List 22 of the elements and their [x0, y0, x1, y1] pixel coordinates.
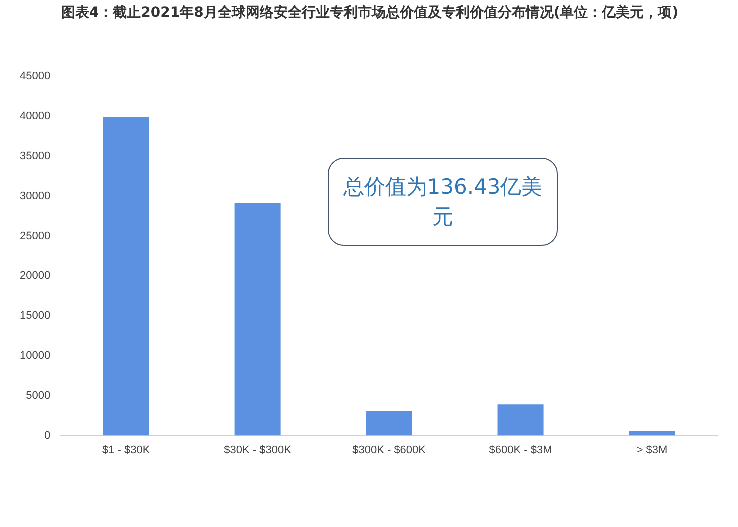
chart-title: 图表4：截止2021年8月全球网络安全行业专利市场总价值及专利价值分布情况(单位：亿美元，项): [60, 4, 680, 23]
y-tick-label: 15000: [20, 310, 51, 322]
x-tick-label: $300K - $600K: [352, 444, 427, 456]
x-tick-label: > $3M: [636, 444, 668, 456]
bar: [234, 204, 281, 436]
x-tick-label: $30K - $300K: [224, 444, 292, 456]
bar: [498, 404, 544, 436]
bar: [366, 411, 412, 436]
y-tick-label: 45000: [20, 70, 51, 83]
y-tick-label: 30000: [20, 190, 51, 202]
bar: [629, 431, 676, 436]
bar: [103, 117, 150, 436]
x-tick-label: $600K - $3M: [489, 444, 552, 456]
y-tick-label: 10000: [20, 350, 51, 362]
y-tick-label: 0: [44, 430, 51, 442]
y-tick-label: 35000: [20, 150, 51, 162]
y-tick-label: 25000: [20, 230, 51, 242]
y-tick-label: 40000: [20, 110, 51, 123]
annotation: 总价值为136.43亿美元: [328, 158, 558, 246]
y-tick-label: 5000: [26, 390, 51, 402]
y-tick-label: 20000: [20, 270, 51, 282]
x-tick-label: $1 - $30K: [102, 444, 151, 456]
